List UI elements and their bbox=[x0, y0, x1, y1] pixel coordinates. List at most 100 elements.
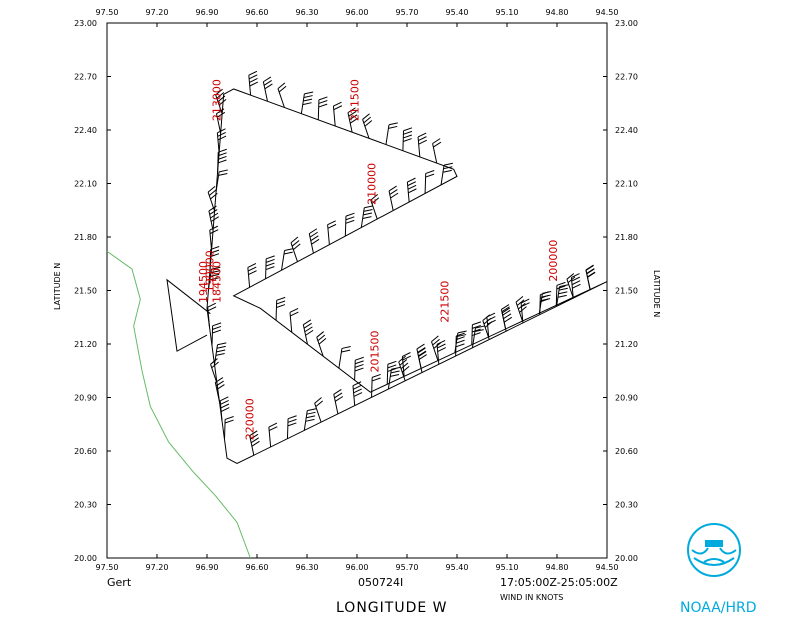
wind-barb bbox=[555, 281, 566, 306]
barb-flag bbox=[401, 365, 410, 373]
barb-staff bbox=[217, 152, 219, 173]
barb-staff bbox=[471, 324, 473, 345]
y-tick-label-right: 20.90 bbox=[615, 394, 638, 403]
barb-flag bbox=[318, 96, 328, 101]
barb-flag bbox=[315, 400, 324, 408]
barb-flag bbox=[250, 437, 259, 444]
barb-flag bbox=[520, 298, 530, 304]
barb-flag bbox=[571, 280, 581, 286]
barb-flag bbox=[220, 396, 229, 402]
barb-flag bbox=[354, 367, 364, 372]
wind-barb bbox=[347, 107, 359, 133]
barb-staff bbox=[440, 165, 445, 185]
wind-barb bbox=[300, 91, 314, 114]
barb-flag bbox=[218, 169, 228, 173]
wind-barb bbox=[215, 108, 226, 134]
barb-flag bbox=[472, 321, 482, 326]
barb-staff bbox=[265, 258, 267, 279]
barb-flag bbox=[306, 411, 316, 415]
barb-flag bbox=[540, 291, 550, 296]
y-tick-label-left: 21.20 bbox=[74, 340, 97, 349]
barb-flag bbox=[407, 184, 417, 190]
barb-flag bbox=[457, 334, 467, 337]
wind-barb bbox=[208, 266, 221, 289]
barb-flag bbox=[283, 251, 293, 255]
y-tick-label-left: 20.30 bbox=[74, 501, 97, 510]
wind-barb bbox=[314, 397, 324, 423]
barb-flag bbox=[417, 347, 426, 353]
barb-flag bbox=[559, 284, 569, 288]
barb-flag bbox=[211, 266, 221, 270]
x-tick-label-top: 96.00 bbox=[346, 8, 369, 17]
barb-flag bbox=[218, 173, 228, 176]
barb-flag bbox=[556, 281, 566, 286]
wind-barb bbox=[398, 355, 410, 381]
barb-flag bbox=[216, 108, 225, 115]
y-tick-label-right: 20.60 bbox=[615, 447, 638, 456]
wind-barb bbox=[333, 389, 344, 414]
barb-flag bbox=[284, 248, 294, 251]
flight-track bbox=[166, 88, 608, 465]
barb-flag bbox=[353, 384, 362, 390]
time-range: 17:05:00Z-25:05:00Z bbox=[500, 576, 618, 589]
barb-flag bbox=[218, 98, 227, 106]
x-tick-label-top: 95.70 bbox=[396, 8, 419, 17]
barb-flag bbox=[390, 370, 400, 374]
wind-barb bbox=[431, 335, 442, 361]
barb-flag bbox=[210, 253, 220, 258]
barb-flag bbox=[265, 266, 275, 271]
barb-flag bbox=[211, 361, 219, 369]
barb-flag bbox=[370, 193, 379, 201]
barb-flag bbox=[353, 392, 363, 397]
barb-flag bbox=[457, 330, 467, 334]
barb-staff bbox=[286, 418, 289, 439]
barb-flag bbox=[417, 132, 427, 138]
barb-flag bbox=[345, 212, 355, 217]
axis-ticks: 97.50 97.50 97.20 97.20 96.90 96.90 96.60 96.60… bbox=[74, 8, 638, 572]
barb-flag bbox=[587, 272, 596, 278]
wind-barb bbox=[515, 296, 527, 322]
barb-flag bbox=[209, 229, 219, 235]
barb-flag bbox=[212, 325, 222, 330]
x-tick-label-top: 95.10 bbox=[496, 8, 519, 17]
barb-flag bbox=[407, 181, 416, 187]
x-axis-title: LONGITUDE W bbox=[336, 600, 448, 616]
wind-barb bbox=[286, 415, 297, 439]
time-label: 201500 bbox=[369, 331, 382, 373]
y-tick-label-left: 22.10 bbox=[74, 180, 97, 189]
wind-barb bbox=[585, 264, 596, 290]
x-tick-label-bottom: 97.20 bbox=[146, 563, 169, 572]
barb-flag bbox=[456, 332, 465, 337]
barb-flag bbox=[216, 92, 225, 99]
barb-flag bbox=[371, 373, 381, 378]
barb-flag bbox=[208, 205, 217, 212]
barb-flag bbox=[314, 397, 322, 404]
wind-barb bbox=[371, 373, 381, 398]
wind-barb bbox=[338, 346, 351, 369]
barb-flag bbox=[503, 313, 512, 320]
noaa-logo bbox=[687, 523, 741, 577]
y-tick-label-left: 20.90 bbox=[74, 394, 97, 403]
wind-units-label: WIND IN KNOTS bbox=[500, 593, 563, 602]
barb-flag bbox=[437, 343, 446, 349]
barb-flag bbox=[290, 311, 299, 317]
barb-flag bbox=[210, 358, 218, 365]
barb-flag bbox=[387, 364, 397, 369]
barb-flag bbox=[318, 337, 327, 345]
barb-flag bbox=[217, 152, 227, 157]
barb-flag bbox=[290, 236, 299, 244]
barb-flag bbox=[333, 389, 342, 395]
wind-barb bbox=[289, 307, 299, 333]
barb-flag bbox=[263, 76, 272, 83]
barb-flag bbox=[586, 268, 595, 275]
barb-flag bbox=[556, 285, 566, 290]
barb-staff bbox=[211, 325, 214, 346]
y-tick-label-right: 21.50 bbox=[615, 287, 638, 296]
barb-flag bbox=[247, 266, 257, 272]
barb-flag bbox=[371, 197, 380, 204]
barb-flag bbox=[268, 426, 278, 432]
barb-flag bbox=[304, 91, 314, 95]
barb-flag bbox=[400, 362, 409, 370]
barb-flag bbox=[303, 319, 312, 326]
flight-track-path bbox=[206, 88, 608, 465]
